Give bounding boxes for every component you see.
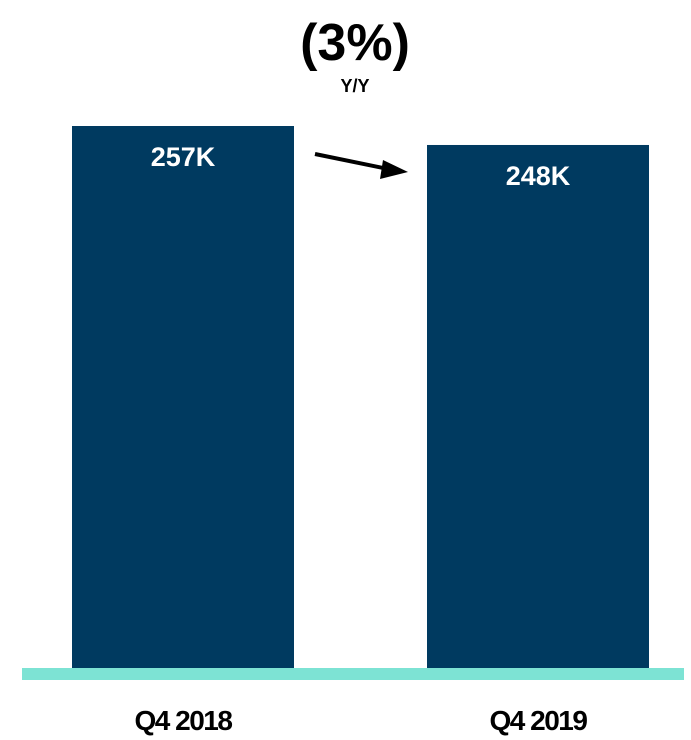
category-labels-group: Q4 2018 Q4 2019 [135, 705, 589, 736]
bar-value-label: 257K [151, 142, 216, 172]
bar-labels-group: 257K 248K [151, 142, 571, 191]
bars-group [72, 126, 649, 669]
trend-arrow-head [380, 160, 408, 179]
category-label: Q4 2018 [135, 705, 233, 736]
yoy-change-label: Y/Y [340, 76, 369, 96]
yoy-change-value: (3%) [300, 14, 410, 72]
category-label: Q4 2019 [490, 705, 588, 736]
trend-arrow [314, 152, 389, 171]
bar-value-label: 248K [506, 161, 571, 191]
x-axis-baseline [22, 668, 684, 680]
bar-q4-2019 [427, 144, 649, 669]
bar-q4-2018 [72, 126, 294, 668]
